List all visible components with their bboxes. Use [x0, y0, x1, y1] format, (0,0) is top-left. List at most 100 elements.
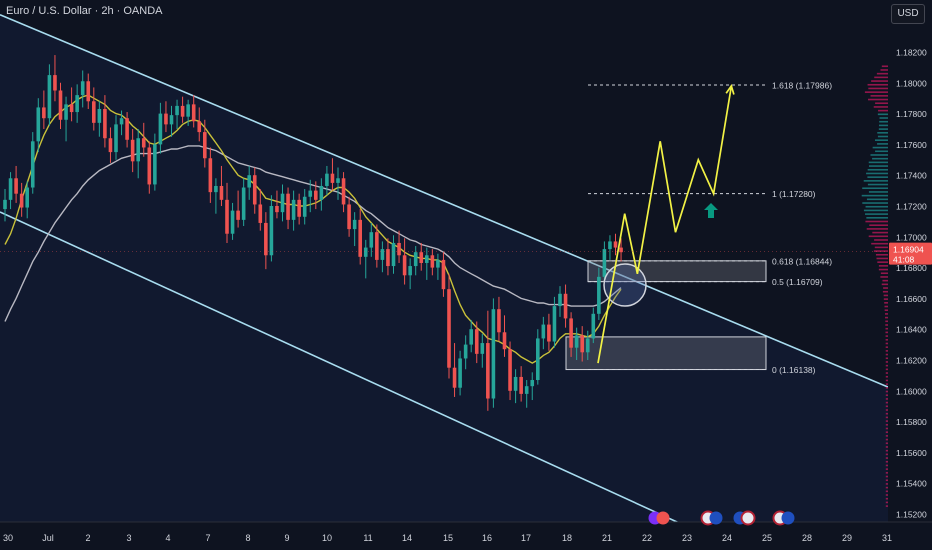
volume-profile-bar	[884, 302, 888, 304]
candle-body	[180, 105, 185, 117]
candle-body	[330, 173, 335, 183]
volume-profile-bar	[878, 109, 888, 112]
price-tick-label: 1.15400	[896, 479, 927, 489]
projection-path	[597, 85, 733, 364]
time-tick-label: 9	[284, 533, 289, 543]
time-tick-label: 2	[85, 533, 90, 543]
candle-body	[413, 252, 418, 267]
volume-profile-bar	[885, 342, 888, 345]
price-tick-label: 1.15600	[896, 448, 927, 458]
volume-profile-bar	[873, 250, 888, 252]
price-tick-label: 1.18000	[896, 78, 927, 88]
volume-profile-bar	[866, 228, 888, 230]
volume-profile-bar	[885, 431, 888, 433]
candle-body	[386, 249, 390, 267]
candle-body	[513, 376, 518, 391]
volume-profile-bar	[875, 253, 888, 256]
volume-profile-bar	[885, 497, 888, 500]
volume-profile-bar	[874, 239, 888, 241]
candle-body	[230, 210, 235, 234]
volume-profile-bar	[884, 313, 888, 315]
candle-body	[347, 204, 351, 230]
candle-body	[474, 329, 479, 354]
chart-title: Euro / U.S. Dollar · 2h · OANDA	[6, 5, 163, 17]
candle-body	[286, 193, 290, 220]
time-tick-label: 16	[482, 533, 492, 543]
volume-profile-bar	[876, 72, 888, 75]
candle-body	[86, 81, 91, 102]
current-price-countdown: 41:08	[893, 255, 915, 265]
volume-profile-bar	[885, 327, 888, 330]
volume-profile-bar	[862, 202, 888, 204]
fib-label-1.618: 1.618 (1.17986)	[772, 80, 832, 90]
volume-profile-bar	[885, 416, 888, 419]
candle-body	[42, 107, 46, 119]
volume-profile-bar	[862, 187, 888, 190]
fib-label-0.618: 0.618 (1.16844)	[772, 256, 832, 266]
volume-profile-bar	[885, 398, 888, 400]
price-tick-label: 1.15200	[896, 510, 927, 520]
candle-body	[8, 178, 13, 200]
candle-body	[186, 104, 190, 117]
volume-profile-bar	[885, 364, 888, 367]
price-tick-label: 1.17600	[896, 140, 927, 150]
candle-body	[197, 121, 202, 133]
candle-body	[541, 324, 546, 339]
volume-profile-bar	[863, 180, 888, 182]
candle-body	[136, 138, 140, 162]
candle-body	[252, 175, 257, 205]
volume-profile-bar	[876, 257, 888, 260]
candle-body	[458, 358, 462, 388]
candle-body	[619, 247, 623, 253]
price-tick-label: 1.17000	[896, 232, 927, 242]
candle-body	[3, 199, 7, 210]
volume-profile-bar	[885, 457, 888, 459]
candle-body	[352, 219, 357, 230]
volume-profile-bar	[885, 335, 888, 337]
candle-body	[597, 276, 601, 314]
eu-flag-icon	[781, 511, 795, 525]
candle-body	[508, 349, 512, 391]
candle-body	[269, 206, 274, 256]
candle-body	[264, 222, 268, 256]
candle-body	[36, 107, 41, 142]
candle-body	[486, 343, 490, 399]
volume-profile-bar	[877, 143, 888, 145]
candle-body	[236, 210, 240, 220]
volume-profile-bar	[870, 95, 888, 97]
time-tick-label: 28	[802, 533, 812, 543]
volume-profile-bar	[877, 135, 888, 138]
volume-profile-bar	[885, 446, 888, 448]
time-tick-label: 29	[842, 533, 852, 543]
candle-body	[258, 204, 263, 223]
volume-profile-bar	[885, 316, 888, 319]
volume-profile-bar	[864, 91, 888, 93]
volume-profile-bar	[885, 379, 888, 382]
volume-profile-bar	[883, 294, 888, 297]
candle-body	[519, 376, 523, 394]
volume-profile-bar	[885, 483, 888, 485]
volume-profile-bar	[885, 490, 888, 493]
volume-profile-bar	[885, 486, 888, 489]
candle-body	[563, 293, 568, 319]
volume-profile-bar	[884, 305, 888, 308]
currency-button[interactable]: USD	[891, 4, 925, 24]
candle-body	[141, 138, 146, 148]
volume-profile-bar	[878, 268, 888, 271]
candle-body	[130, 139, 135, 162]
volume-profile-bar	[865, 213, 888, 215]
volume-profile-bar	[872, 157, 888, 160]
candle-body	[69, 104, 74, 113]
candle-body	[497, 309, 501, 333]
volume-profile-bar	[885, 383, 888, 385]
candle-body	[552, 306, 557, 342]
volume-profile-bar	[880, 272, 888, 275]
volume-profile-bar	[868, 161, 888, 164]
volume-profile-bar	[885, 405, 888, 408]
candle-body	[214, 185, 218, 193]
candle-body	[169, 115, 174, 125]
candle-body	[580, 335, 584, 353]
volume-profile-bar	[866, 217, 888, 219]
volume-profile-bar	[866, 172, 888, 175]
